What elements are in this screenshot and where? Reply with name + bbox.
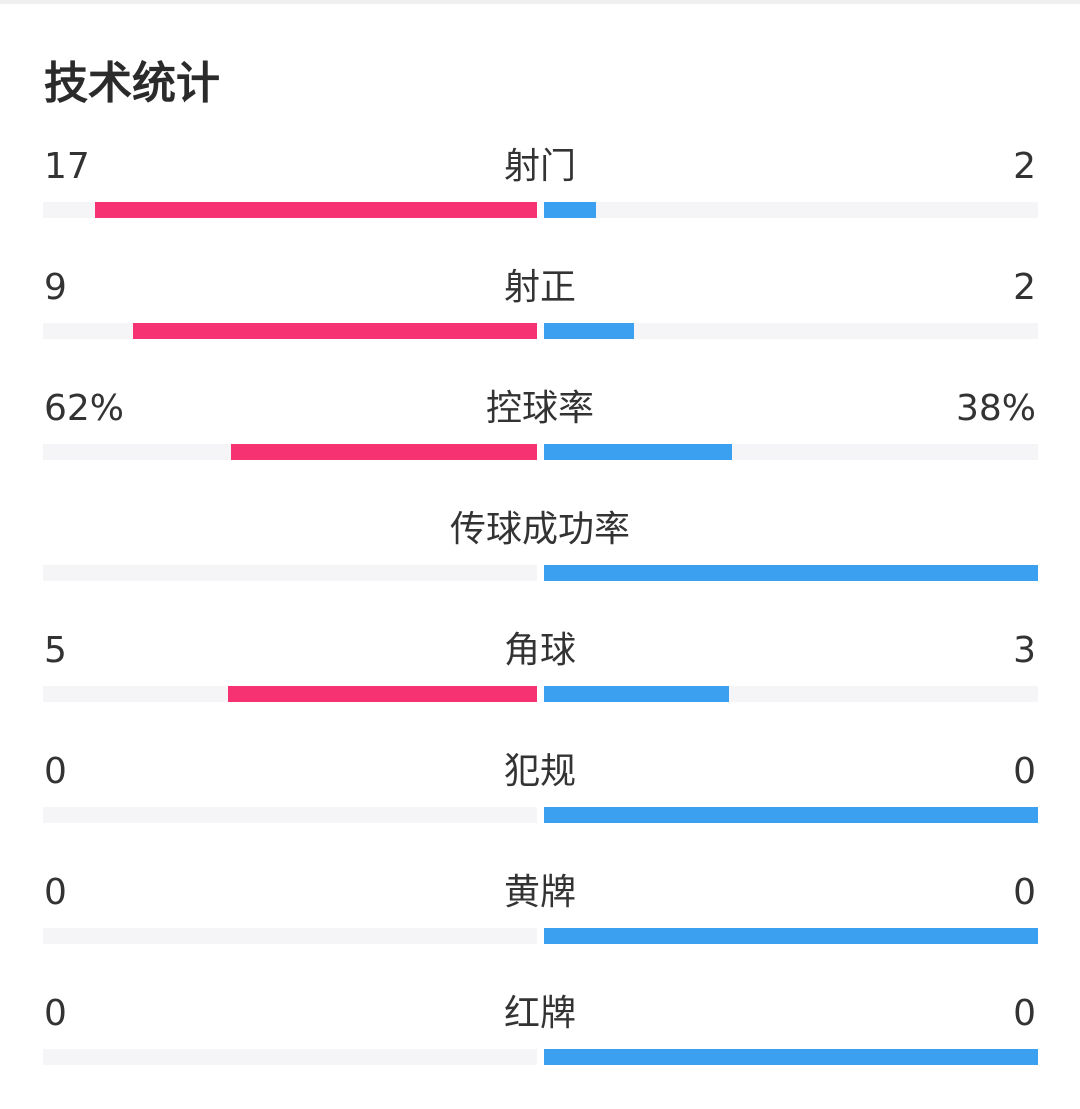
away-bar-fill [544, 807, 1038, 823]
away-value: 0 [1013, 993, 1036, 1034]
home-bar-fill [231, 444, 537, 460]
away-value: 38% [955, 388, 1036, 429]
away-bar-track [544, 807, 1038, 823]
home-value: 0 [44, 993, 67, 1034]
away-bar-track [544, 1049, 1038, 1065]
away-bar-fill [544, 444, 732, 460]
home-bar-fill [228, 686, 537, 702]
away-bar-fill [544, 686, 729, 702]
stat-label: 犯规 [503, 751, 576, 792]
home-bar-track [43, 444, 537, 460]
away-bar-track [544, 928, 1038, 944]
stat-label: 黄牌 [503, 872, 576, 913]
away-bar-track [544, 686, 1038, 702]
away-bar-fill [544, 323, 634, 339]
home-bar-fill [133, 323, 537, 339]
home-bar-track [43, 1049, 537, 1065]
home-value: 17 [44, 146, 90, 187]
stat-label: 射正 [503, 267, 576, 308]
home-value: 5 [44, 630, 67, 671]
away-value: 0 [1013, 751, 1036, 792]
home-bar-track [43, 323, 537, 339]
stat-label: 射门 [503, 146, 576, 187]
stat-row: 0 犯规 0 [0, 747, 1080, 867]
home-value: 9 [44, 267, 67, 308]
home-value: 62% [44, 388, 125, 429]
stat-row: 传球成功率 [0, 505, 1080, 625]
home-bar-track [43, 565, 537, 581]
away-value: 2 [1013, 267, 1036, 308]
away-bar-track [544, 323, 1038, 339]
stat-row: 62% 控球率 38% [0, 384, 1080, 504]
stat-label: 传球成功率 [449, 509, 630, 550]
home-bar-track [43, 686, 537, 702]
stat-label: 角球 [503, 630, 576, 671]
top-divider [0, 0, 1080, 4]
away-value: 3 [1013, 630, 1036, 671]
home-bar-track [43, 202, 537, 218]
page-title: 技术统计 [44, 58, 220, 109]
stat-row: 0 黄牌 0 [0, 868, 1080, 988]
away-bar-track [544, 565, 1038, 581]
stat-row: 0 红牌 0 [0, 989, 1080, 1109]
stat-row: 9 射正 2 [0, 263, 1080, 383]
away-bar-track [544, 444, 1038, 460]
away-bar-fill [544, 1049, 1038, 1065]
home-value: 0 [44, 751, 67, 792]
away-value: 2 [1013, 146, 1036, 187]
stat-label: 红牌 [503, 993, 576, 1034]
home-bar-track [43, 928, 537, 944]
away-bar-fill [544, 565, 1038, 581]
home-bar-fill [95, 202, 537, 218]
away-bar-fill [544, 202, 596, 218]
stat-label: 控球率 [485, 388, 594, 429]
home-bar-track [43, 807, 537, 823]
away-bar-track [544, 202, 1038, 218]
away-value: 0 [1013, 872, 1036, 913]
home-value: 0 [44, 872, 67, 913]
away-bar-fill [544, 928, 1038, 944]
stat-row: 5 角球 3 [0, 626, 1080, 746]
stat-row: 17 射门 2 [0, 142, 1080, 262]
